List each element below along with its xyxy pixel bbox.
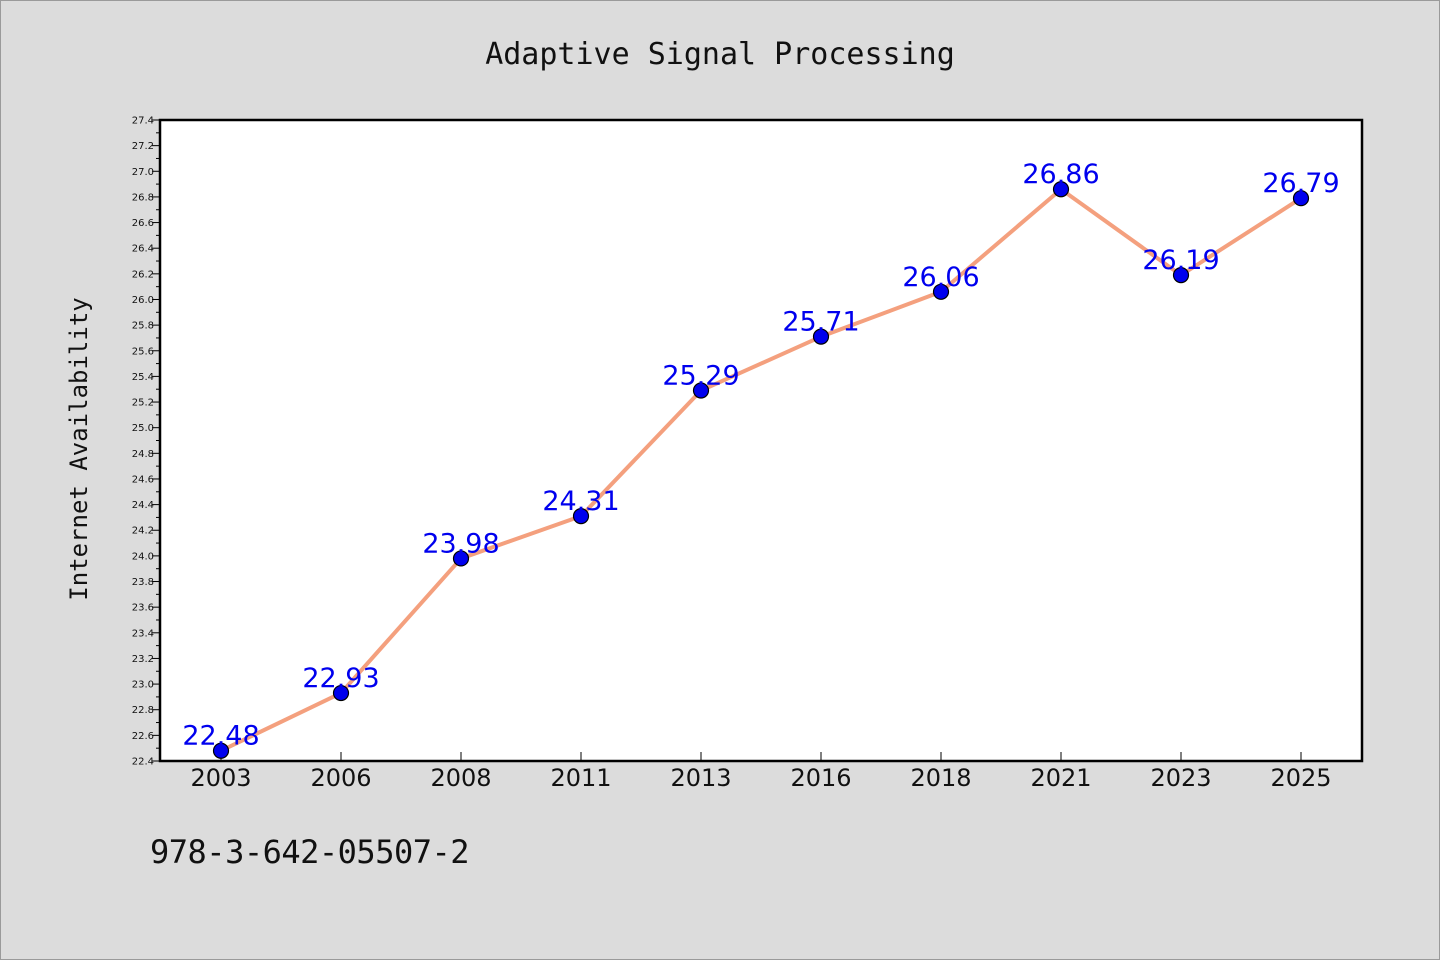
y-tick-label: 27.4 — [132, 116, 154, 127]
x-axis-ticks: 2003 2006 2008 2011 2013 2016 2018 2021 2023 2025 — [190, 752, 1332, 792]
x-tick-label: 2011 — [550, 764, 611, 792]
y-tick-label: 27.0 — [132, 167, 154, 178]
data-label-layer: 22.48 22.93 23.98 24.31 25.29 25.71 26.06 26.86… — [182, 159, 1339, 752]
y-tick-label: 23.2 — [132, 654, 154, 665]
plot-frame — [158, 118, 1364, 763]
x-tick-label: 2023 — [1150, 764, 1211, 792]
y-tick-label: 26.2 — [132, 269, 154, 280]
y-tick-label: 22.6 — [132, 731, 154, 742]
y-tick-label: 22.8 — [132, 705, 154, 716]
y-tick-label: 24.6 — [132, 474, 154, 485]
y-tick-label: 23.0 — [132, 680, 154, 691]
x-tick-label: 2025 — [1270, 764, 1331, 792]
data-point — [812, 328, 830, 345]
y-axis-label: Internet Availability — [65, 297, 93, 600]
y-axis-ticks: 22.4 22.6 22.8 23.0 23.2 23.4 23.6 23.8 24.0 24.2… — [132, 116, 160, 768]
data-label: 24.31 — [542, 486, 619, 517]
x-tick-label: 2003 — [190, 764, 251, 792]
data-point — [1292, 190, 1310, 207]
y-tick-label: 22.4 — [132, 757, 154, 768]
series-line — [219, 187, 1303, 753]
data-label: 26.06 — [902, 262, 979, 293]
y-tick-label: 26.6 — [132, 218, 154, 229]
y-tick-label: 26.0 — [132, 295, 154, 306]
y-tick-label: 24.8 — [132, 449, 154, 460]
data-point — [692, 382, 710, 399]
y-tick-label: 24.0 — [132, 551, 154, 562]
y-tick-label: 25.2 — [132, 398, 154, 409]
series-layer — [219, 187, 1303, 753]
data-label: 22.48 — [182, 721, 259, 752]
data-point — [452, 550, 470, 567]
data-label: 25.29 — [662, 361, 739, 392]
y-tick-label: 25.8 — [132, 321, 154, 332]
x-tick-label: 2021 — [1030, 764, 1091, 792]
data-point — [1172, 267, 1190, 284]
y-tick-label: 26.4 — [132, 244, 154, 255]
x-tick-label: 2016 — [790, 764, 851, 792]
data-point — [212, 742, 230, 759]
data-point — [572, 508, 590, 525]
y-tick-label: 27.2 — [132, 141, 154, 152]
data-point — [932, 283, 950, 300]
data-label: 26.86 — [1022, 159, 1099, 190]
data-label: 22.93 — [302, 663, 379, 694]
y-tick-label: 23.8 — [132, 577, 154, 588]
y-tick-label: 24.4 — [132, 500, 154, 511]
data-label: 25.71 — [782, 307, 859, 338]
plot-area — [160, 120, 1362, 761]
y-tick-label: 25.6 — [132, 346, 154, 357]
chart-title: Adaptive Signal Processing — [485, 37, 955, 72]
data-point — [1052, 181, 1070, 198]
data-label: 26.79 — [1262, 168, 1339, 199]
y-tick-label: 26.8 — [132, 192, 154, 203]
y-tick-label: 23.6 — [132, 603, 154, 614]
y-tick-label: 24.2 — [132, 526, 154, 537]
data-point — [332, 684, 350, 702]
y-tick-label: 23.4 — [132, 628, 154, 639]
x-tick-label: 2006 — [310, 764, 371, 792]
isbn-code: 978-3-642-05507-2 — [150, 833, 470, 871]
y-tick-label: 25.4 — [132, 372, 154, 383]
x-tick-label: 2013 — [670, 764, 731, 792]
marker-layer — [212, 181, 1310, 759]
x-tick-label: 2008 — [430, 764, 491, 792]
x-tick-label: 2018 — [910, 764, 971, 792]
data-label: 26.19 — [1142, 245, 1219, 276]
data-label: 23.98 — [422, 528, 499, 559]
y-tick-label: 25.0 — [132, 423, 154, 434]
